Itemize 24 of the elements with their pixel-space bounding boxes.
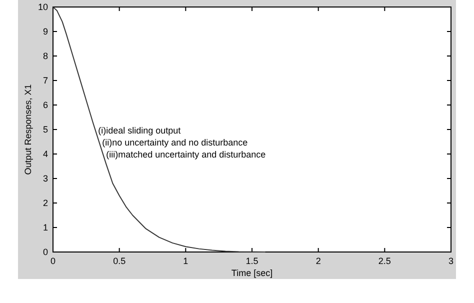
x-tick-label: 2	[316, 256, 321, 266]
annotation: (iii)matched uncertainty and disturbance	[106, 150, 266, 160]
x-tick-label: 3	[448, 256, 454, 266]
x-tick-label: 2.5	[378, 256, 391, 266]
x-axis-title: Time [sec]	[231, 268, 273, 278]
y-axis-title: Output Responses, X1	[23, 84, 33, 175]
x-tick-label: 1.5	[246, 256, 258, 266]
y-tick-label: 6	[42, 100, 48, 110]
y-tick-label: 9	[42, 26, 48, 36]
x-tick-label: 1	[183, 256, 188, 266]
annotation: (i)ideal sliding output	[98, 126, 182, 136]
y-tick-label: 7	[42, 76, 48, 86]
y-tick-label: 2	[42, 198, 48, 208]
y-tick-label: 10	[38, 2, 48, 12]
x-tick-label: 0	[50, 256, 56, 266]
y-tick-label: 5	[42, 124, 48, 134]
annotation: (ii)no uncertainty and no disturbance	[102, 138, 248, 148]
line-series	[52, 6, 266, 252]
y-tick-label: 0	[42, 247, 48, 257]
y-tick-label: 8	[42, 51, 48, 61]
y-tick-label: 1	[42, 222, 48, 232]
y-tick-label: 4	[42, 149, 48, 159]
y-tick-label: 3	[42, 174, 48, 184]
x-tick-label: 0.5	[113, 256, 126, 266]
